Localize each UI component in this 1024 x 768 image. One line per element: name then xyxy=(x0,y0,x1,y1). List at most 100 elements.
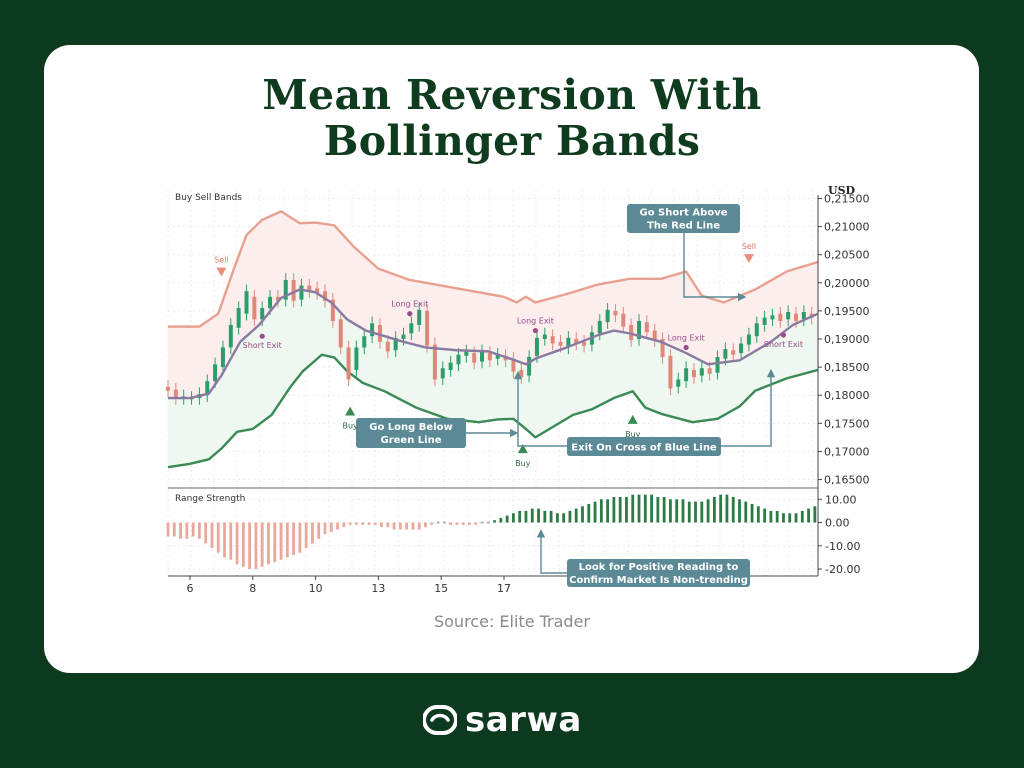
sell-label: Sell xyxy=(742,242,756,251)
histogram-bar xyxy=(386,522,390,528)
y-tick-label: 0,21000 xyxy=(824,221,870,234)
candle-body xyxy=(511,358,516,372)
x-tick-label: 8 xyxy=(249,582,256,595)
candle xyxy=(346,340,351,387)
title-line-1: Mean Reversion With xyxy=(262,71,762,119)
candle xyxy=(393,331,398,357)
callout-box xyxy=(356,418,466,448)
candle xyxy=(684,361,689,388)
y-tick-label: 0,20500 xyxy=(824,249,870,262)
candle-body xyxy=(432,344,437,380)
histogram-bar xyxy=(254,522,258,570)
callout-text: Go Short Above xyxy=(639,208,727,219)
histogram-bar xyxy=(505,515,509,523)
callout-go-long: Go Long Below Green Line xyxy=(356,418,466,448)
candle xyxy=(330,292,335,328)
histogram-bar xyxy=(618,496,622,523)
callout-arrow xyxy=(721,368,776,447)
candle-body xyxy=(228,324,233,348)
candle-body xyxy=(637,321,642,339)
histogram-bar xyxy=(241,522,245,567)
histogram-bar xyxy=(468,522,471,525)
candle-body xyxy=(291,279,296,301)
candle-body xyxy=(762,317,767,325)
exit-label: Short Exit xyxy=(764,340,803,349)
histogram-bar xyxy=(229,522,233,560)
candle xyxy=(731,343,736,362)
candle xyxy=(550,329,555,351)
histogram-bar xyxy=(694,501,697,523)
histogram-bar xyxy=(568,510,572,523)
histogram-bar xyxy=(581,506,584,523)
candle-body xyxy=(652,330,657,341)
histogram-bar xyxy=(606,499,610,523)
exit-dot-icon xyxy=(780,332,787,338)
histogram-bar xyxy=(304,522,308,549)
candle-body xyxy=(346,347,351,380)
candle-body xyxy=(307,285,312,292)
histogram-bar xyxy=(625,496,628,523)
lower-band-line xyxy=(167,353,819,469)
candle-body xyxy=(166,386,170,391)
candle-body xyxy=(417,309,422,325)
candle xyxy=(487,346,492,368)
candle xyxy=(275,290,280,308)
exit-label: Long Exit xyxy=(517,317,554,326)
candle-body xyxy=(448,362,453,370)
histogram-bar xyxy=(706,499,710,523)
y-tick-label: 0,21500 xyxy=(824,192,870,205)
lower-band-fill xyxy=(168,289,818,468)
candle-body xyxy=(275,296,280,301)
candle-body xyxy=(425,310,430,346)
candle-body xyxy=(362,336,367,348)
histogram-bar xyxy=(486,521,490,524)
histogram-bar xyxy=(267,522,270,565)
histogram-bar xyxy=(442,521,446,524)
candle-body xyxy=(323,291,328,301)
histogram-bar xyxy=(461,522,465,525)
histogram-bar xyxy=(417,522,421,530)
x-tick-label: 17 xyxy=(497,582,511,595)
histogram-bar xyxy=(555,513,559,523)
histogram-bar xyxy=(782,513,785,523)
callout-text: The Red Line xyxy=(647,221,720,232)
candle xyxy=(495,347,500,366)
candle-body xyxy=(746,334,751,345)
candle xyxy=(652,323,657,347)
candle-body xyxy=(684,368,689,382)
sell-label: Sell xyxy=(214,256,228,265)
histogram-bar xyxy=(172,522,176,537)
callout-text: Confirm Market Is Non-trending xyxy=(569,575,748,586)
histogram-bar xyxy=(769,510,773,523)
middle-band-line xyxy=(168,288,819,400)
histogram-bar xyxy=(405,522,409,530)
panel-title-range: Range Strength xyxy=(175,494,245,504)
candle xyxy=(362,329,367,355)
candle-body xyxy=(260,308,265,320)
buy-triangle-icon xyxy=(627,414,638,424)
candle xyxy=(574,332,579,351)
histogram-bar xyxy=(430,522,434,525)
candle xyxy=(456,347,461,372)
exit-label: Long Exit xyxy=(391,300,428,309)
candle-body xyxy=(574,339,579,344)
histogram-bar xyxy=(210,522,214,549)
histogram-bar xyxy=(562,513,566,523)
histogram-bar xyxy=(216,522,220,553)
candle-body xyxy=(801,312,806,320)
candle xyxy=(440,361,445,386)
candle xyxy=(307,278,312,298)
candle xyxy=(613,304,618,323)
candle-body xyxy=(605,309,610,323)
histogram-bar xyxy=(449,522,453,525)
histogram-bar xyxy=(744,501,748,523)
histogram-bar xyxy=(788,513,792,523)
histogram-bar xyxy=(285,522,289,558)
candle xyxy=(464,344,469,363)
candle-body xyxy=(220,347,225,368)
y-tick-label: 0,20000 xyxy=(824,277,870,290)
candle-body xyxy=(731,350,736,355)
candle-body xyxy=(299,285,304,300)
candle-body xyxy=(440,368,445,379)
candle-body xyxy=(173,389,178,399)
